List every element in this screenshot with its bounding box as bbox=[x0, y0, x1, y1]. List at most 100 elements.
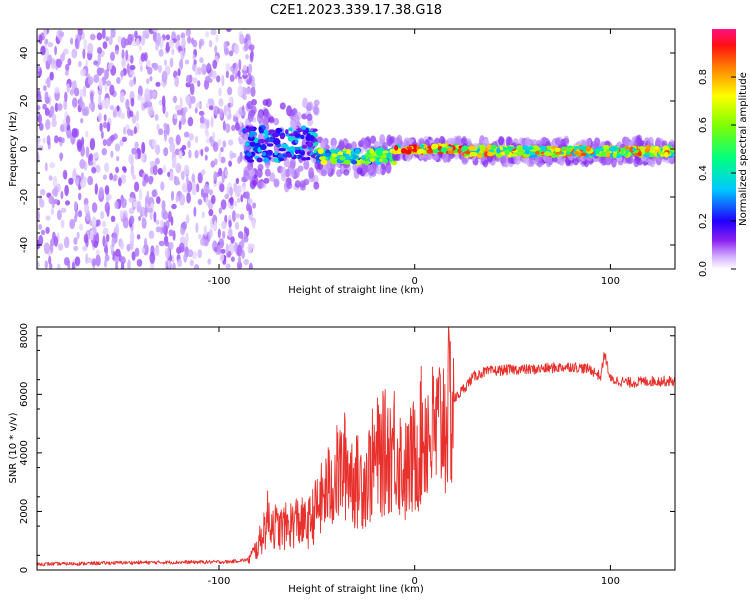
spectrogram-cell bbox=[37, 105, 41, 111]
spectrogram-cell bbox=[129, 215, 135, 225]
spectrogram-cell bbox=[343, 159, 351, 165]
spectrogram-cell bbox=[106, 121, 111, 132]
spectrogram-cell bbox=[73, 245, 79, 252]
spectrogram-cell bbox=[257, 138, 266, 144]
spectrogram-cell bbox=[188, 133, 194, 141]
spectrogram-cell bbox=[522, 145, 529, 151]
spectrogram-cell bbox=[306, 156, 311, 161]
spectrogram-cell bbox=[610, 155, 617, 168]
spectrogram-cell bbox=[248, 262, 253, 269]
spectrogram-cell bbox=[52, 175, 58, 188]
spectrogram-cell bbox=[198, 41, 202, 50]
spectrogram-cell bbox=[151, 90, 157, 99]
spectrogram-cell bbox=[220, 146, 224, 153]
spectrogram-cell bbox=[66, 83, 71, 94]
spectrogram-cell bbox=[289, 109, 295, 117]
spectrogram-cell bbox=[120, 240, 124, 250]
spectrogram-cell bbox=[446, 147, 453, 151]
spectrogram-cell bbox=[338, 140, 345, 151]
spectrogram-cell bbox=[268, 129, 276, 133]
spectrogram-cell bbox=[142, 180, 147, 187]
spectrogram-cell bbox=[63, 122, 67, 133]
spectrogram-cell bbox=[160, 181, 165, 191]
spectrogram-cell bbox=[115, 166, 119, 174]
snr-x-tick-label: -100 bbox=[208, 576, 231, 587]
spectrogram-cell bbox=[223, 41, 228, 50]
spectrogram-cell bbox=[49, 105, 55, 116]
spectrogram-cell bbox=[187, 249, 194, 258]
spectrogram-cell bbox=[246, 78, 252, 85]
spectrogram-cell bbox=[312, 104, 319, 115]
spectrogram-cell bbox=[155, 226, 162, 233]
spectrogram-cell bbox=[244, 142, 250, 146]
spectrogram-cell bbox=[87, 42, 94, 55]
spectrogram-cell bbox=[80, 118, 84, 124]
spectrogram-cell bbox=[370, 158, 375, 162]
spectrogram-cell bbox=[47, 42, 54, 48]
spectrogram-cell bbox=[166, 123, 170, 136]
spectrogram-cell bbox=[246, 152, 252, 157]
spectrogram-cell bbox=[204, 146, 209, 153]
spectrogram-cell bbox=[138, 216, 142, 221]
spectrogram-cell bbox=[149, 251, 156, 264]
spectrogram-cell bbox=[85, 146, 90, 159]
spectrogram-cell bbox=[655, 137, 662, 149]
spectrogram-cell bbox=[183, 131, 190, 138]
spectrogram-cell bbox=[303, 178, 310, 186]
spectrogram-cell bbox=[180, 32, 186, 39]
spectrogram-cell bbox=[158, 48, 164, 57]
spectrogram-cell bbox=[146, 78, 150, 85]
spectrogram-cell bbox=[278, 148, 286, 152]
spectrogram-cell bbox=[175, 162, 182, 174]
spectrogram-cell bbox=[53, 198, 59, 205]
spectrogram-cell bbox=[147, 207, 153, 213]
spectrogram-cell bbox=[320, 159, 328, 165]
spectrogram-cell bbox=[540, 145, 547, 152]
spectrogram-cell bbox=[636, 134, 643, 147]
spectrogram-cell bbox=[194, 265, 198, 269]
spectrogram-cell bbox=[208, 40, 213, 48]
spectrogram-cell bbox=[287, 135, 295, 142]
spectrogram-cell bbox=[190, 95, 196, 104]
spectrogram-cell bbox=[490, 144, 497, 150]
spectrogram-cell bbox=[121, 136, 127, 142]
spectrogram-cell bbox=[313, 99, 320, 106]
chart-title: C2E1.2023.339.17.38.G18 bbox=[270, 3, 442, 18]
spectrogram-cell bbox=[362, 138, 369, 150]
spectrogram-cell bbox=[74, 256, 81, 267]
spectrogram-cell bbox=[178, 242, 185, 253]
colorbar-gradient bbox=[712, 29, 736, 269]
spectrogram-cell bbox=[137, 94, 141, 101]
spectrogram-cell bbox=[461, 145, 469, 151]
spectrogram-cell bbox=[154, 157, 160, 165]
spectrogram-cell bbox=[271, 132, 279, 138]
spectrogram-cell bbox=[118, 177, 122, 187]
spectrogram-cell bbox=[97, 219, 101, 227]
spectrogram-cell bbox=[219, 183, 225, 193]
spectrogram-cell bbox=[100, 211, 105, 220]
spectrogram-cell bbox=[181, 144, 187, 151]
spectrogram-cell bbox=[213, 105, 219, 116]
spectrogram-cell bbox=[168, 241, 174, 250]
spectrogram-cell bbox=[580, 152, 587, 157]
spectrogram-cell bbox=[507, 156, 514, 164]
spectrogram-cell bbox=[79, 223, 84, 231]
spectrogram-cell bbox=[236, 185, 241, 197]
spectrogram-cell bbox=[69, 88, 74, 96]
spectrogram-cell bbox=[177, 258, 183, 267]
spectrogram-cell bbox=[56, 263, 61, 269]
spectrogram-cell bbox=[351, 160, 358, 165]
spectrogram-cell bbox=[120, 112, 126, 120]
spectrogram-cell bbox=[205, 131, 210, 138]
spectrogram-cell bbox=[77, 210, 83, 218]
spectrogram-cell bbox=[258, 128, 264, 134]
spectrogram-cell bbox=[468, 146, 476, 151]
spectrogram-cell bbox=[561, 146, 566, 151]
spectrogram-cell bbox=[216, 75, 221, 83]
spectrogram-cell bbox=[53, 185, 59, 198]
spectrogram-cell bbox=[165, 111, 169, 118]
spectrogram-cell bbox=[132, 201, 138, 208]
spectrogram-cell bbox=[246, 100, 253, 110]
spectrogram-cell bbox=[98, 112, 102, 123]
spectrogram-cell bbox=[194, 107, 198, 114]
